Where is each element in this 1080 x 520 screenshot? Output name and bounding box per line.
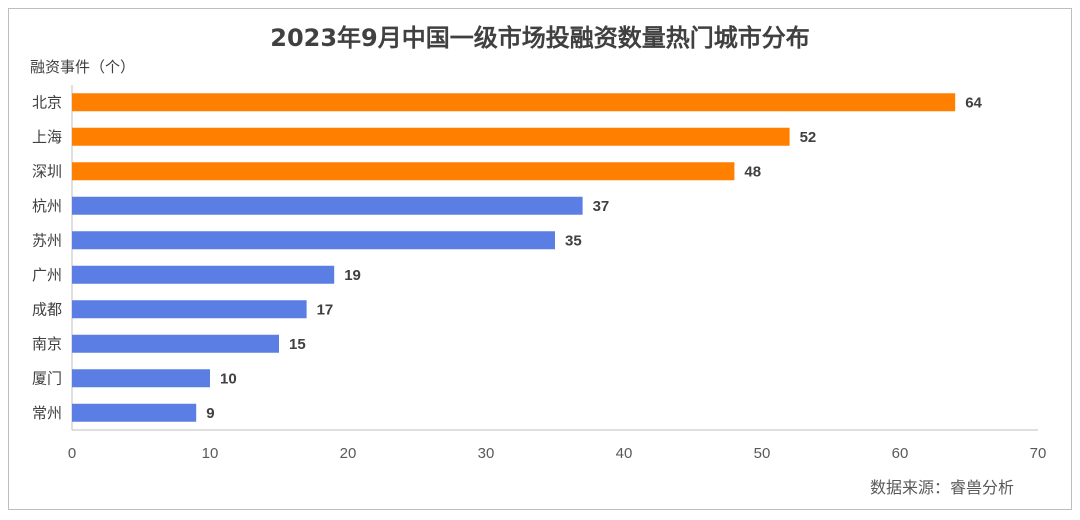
category-label-8: 厦门 xyxy=(32,369,62,387)
bar-3 xyxy=(72,196,583,215)
data-label-6: 17 xyxy=(317,301,334,318)
category-label-4: 苏州 xyxy=(32,231,62,249)
data-label-0: 64 xyxy=(965,94,982,111)
category-label-2: 深圳 xyxy=(32,162,62,180)
x-tick-label-0: 0 xyxy=(68,445,76,462)
bar-8 xyxy=(72,369,210,388)
data-label-7: 15 xyxy=(289,336,306,353)
x-tick-label-2: 20 xyxy=(340,445,357,462)
data-label-2: 48 xyxy=(744,163,761,180)
data-label-5: 19 xyxy=(344,267,361,284)
source-note: 数据来源：睿兽分析 xyxy=(870,478,1015,497)
x-tick-label-6: 60 xyxy=(892,445,909,462)
data-label-4: 35 xyxy=(565,232,582,249)
category-label-0: 北京 xyxy=(32,93,62,111)
category-label-1: 上海 xyxy=(32,128,62,146)
bar-9 xyxy=(72,403,197,422)
category-label-3: 杭州 xyxy=(32,197,62,215)
bar-4 xyxy=(72,231,555,250)
bar-1 xyxy=(72,127,790,146)
x-tick-label-7: 70 xyxy=(1030,445,1047,462)
chart-frame xyxy=(8,8,1072,510)
bar-2 xyxy=(72,162,735,181)
x-tick-label-5: 50 xyxy=(754,445,771,462)
category-label-6: 成都 xyxy=(32,300,62,318)
data-label-9: 9 xyxy=(206,405,214,422)
bar-5 xyxy=(72,265,335,284)
bar-6 xyxy=(72,300,307,319)
data-label-8: 10 xyxy=(220,370,237,387)
y-axis-label: 融资事件（个） xyxy=(30,58,136,76)
category-label-9: 常州 xyxy=(32,404,62,422)
x-tick-label-3: 30 xyxy=(478,445,495,462)
x-tick-label-1: 10 xyxy=(202,445,219,462)
category-label-7: 南京 xyxy=(32,335,62,353)
x-tick-label-4: 40 xyxy=(616,445,633,462)
data-label-3: 37 xyxy=(593,198,610,215)
bar-7 xyxy=(72,334,279,353)
bar-0 xyxy=(72,93,956,112)
category-label-5: 广州 xyxy=(32,266,62,284)
data-label-1: 52 xyxy=(800,129,817,146)
chart-title: 2023年9月中国一级市场投融资数量热门城市分布 xyxy=(270,24,810,52)
